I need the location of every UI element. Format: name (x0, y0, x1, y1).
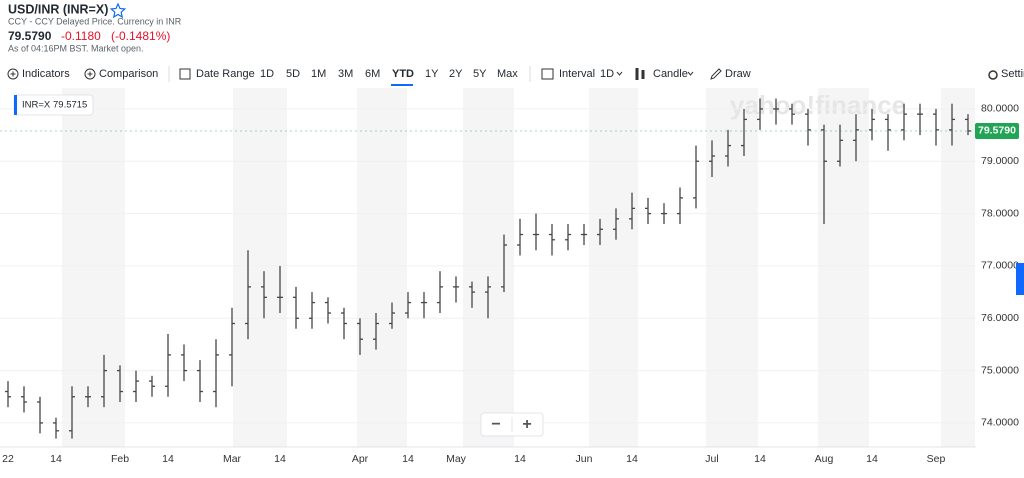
x-tick-label: 14 (514, 453, 526, 465)
range-button[interactable]: 2Y (449, 68, 463, 80)
chart-style-button[interactable]: Candle (653, 68, 688, 80)
quote-title: USD/INR (INR=X) (8, 2, 108, 16)
y-tick-label: 77.0000 (981, 260, 1019, 272)
y-tick-label: 80.0000 (981, 103, 1019, 115)
interval-value[interactable]: 1D (600, 68, 614, 80)
x-tick-label: Apr (352, 453, 369, 465)
x-tick-label: 14 (162, 453, 174, 465)
x-tick-label: 14 (50, 453, 62, 465)
quote-price: 79.5790 (8, 29, 52, 43)
y-tick-label: 79.0000 (981, 155, 1019, 167)
zoom-out-button[interactable]: − (491, 416, 500, 433)
x-tick-label: Jun (576, 453, 593, 465)
draw-button[interactable]: Draw (725, 68, 751, 80)
last-price-label: 79.5790 (978, 125, 1016, 137)
icon (988, 70, 998, 80)
period-shading (62, 88, 975, 447)
comparison-button[interactable]: Comparison (99, 68, 158, 80)
watermark: yahoo!finance (730, 90, 906, 120)
x-tick-label: 14 (402, 453, 414, 465)
range-selected-underline (391, 84, 413, 86)
shade (357, 88, 407, 447)
date-range-button[interactable]: Date Range (196, 68, 255, 80)
x-tick-label: Feb (111, 453, 129, 465)
y-tick-label: 76.0000 (981, 312, 1019, 324)
quote-time: As of 04:16PM BST. Market open. (8, 43, 144, 53)
tooltip-symbol: INR=X (22, 100, 51, 111)
shade (589, 88, 638, 447)
x-tick-label: 14 (866, 453, 878, 465)
range-button[interactable]: Max (497, 68, 518, 80)
icon (616, 71, 623, 76)
x-tick-label: Aug (815, 453, 834, 465)
watchlist-star[interactable] (109, 2, 127, 19)
quote-change: -0.1180 (61, 29, 101, 43)
last-price-tag (975, 122, 1019, 139)
range-button[interactable]: 3M (338, 68, 353, 80)
range-button[interactable]: 1Y (425, 68, 439, 80)
toolbar: Indicators Comparison Date Range 1D 5D 1M 3… (7, 66, 1024, 86)
side-panel-toggle[interactable] (1016, 263, 1024, 295)
tooltip-value: 79.5715 (53, 100, 87, 111)
tooltip-accent (14, 95, 17, 115)
settings-button[interactable]: Settings (1001, 68, 1024, 80)
icon (635, 68, 645, 80)
icon (687, 71, 694, 76)
range-button[interactable]: 5D (286, 68, 300, 80)
shade (463, 88, 514, 447)
y-tick-label: 74.0000 (981, 417, 1019, 429)
quote-subtitle: CCY - CCY Delayed Price. Currency in INR (8, 16, 182, 26)
icon (87, 71, 93, 77)
indicators-button[interactable]: Indicators (22, 68, 70, 80)
x-tick-label: Sep (927, 453, 946, 465)
range-button[interactable]: 1M (311, 68, 326, 80)
shade (233, 88, 287, 447)
range-button[interactable]: YTD (392, 68, 414, 80)
x-tick-label: Jul (705, 453, 718, 465)
icon (84, 68, 96, 80)
range-button[interactable]: 6M (365, 68, 380, 80)
range-button[interactable]: 5Y (473, 68, 487, 80)
x-tick-label: 14 (274, 453, 286, 465)
zoom-in-button[interactable]: + (522, 416, 531, 433)
y-tick-label: 78.0000 (981, 207, 1019, 219)
shade (818, 88, 869, 447)
icon (541, 68, 554, 80)
icon (710, 68, 722, 80)
x-tick-label: 14 (626, 453, 638, 465)
icon (7, 68, 19, 80)
range-button[interactable]: 1D (260, 68, 274, 80)
quote-change-percent: (-0.1481%) (111, 29, 170, 43)
interval-button[interactable]: Interval (559, 68, 595, 80)
shade (706, 88, 758, 447)
x-tick-label: Mar (223, 453, 242, 465)
shade (941, 88, 975, 447)
y-tick-label: 75.0000 (981, 364, 1019, 376)
x-tick-label: 22 (2, 453, 14, 465)
icon (179, 68, 191, 80)
x-tick-label: 14 (754, 453, 766, 465)
icon (10, 71, 16, 77)
x-tick-label: May (446, 453, 467, 465)
